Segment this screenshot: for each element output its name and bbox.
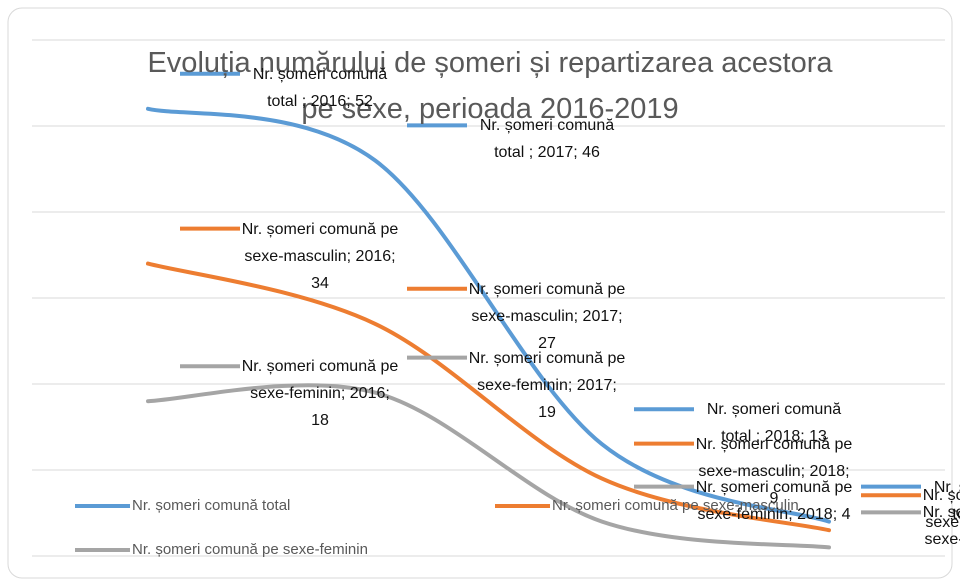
- chart-title: Evoluția numărului de șomeri și repartiz…: [147, 47, 833, 125]
- legend-label: Nr. șomeri comună pe sexe-masculin: [552, 497, 799, 514]
- data-label: Nr. șomeri comună total ; 2017; 46: [479, 117, 615, 162]
- legend-key: [75, 547, 130, 552]
- legend-item: Nr. șomeri comună pe sexe-feminin: [75, 541, 368, 558]
- data-label: Nr. șomeri comună pe sexe-masculin; 2018…: [695, 435, 853, 507]
- legend-item: Nr. șomeri comună total: [75, 497, 290, 514]
- data-label: Nr. șomeri comună pe sexe-feminin; 2018;…: [695, 478, 853, 523]
- data-label: Nr. șomeri comună pe sexe-feminin; 2016;…: [241, 358, 399, 430]
- legend-key: [495, 503, 550, 508]
- legend-label: Nr. șomeri comună pe sexe-feminin: [132, 541, 368, 558]
- data-label: Nr. șomeri comună pe sexe-masculin; 2017…: [468, 280, 626, 352]
- chart-border: [7, 7, 953, 579]
- series-line: [146, 261, 831, 533]
- series-line: [146, 383, 831, 550]
- data-label: Nr. șomeri comună total ; 2019; 4: [933, 478, 960, 523]
- legend-item: Nr. șomeri comună pe sexe-masculin: [495, 497, 799, 514]
- data-label: Nr. șomeri comună total ; 2016; 52: [252, 65, 388, 110]
- legend-key: [75, 503, 130, 508]
- data-label: Nr. șomeri comună pe sexe-feminin; 2017;…: [468, 349, 626, 421]
- data-label: Nr. șomeri comună pe sexe-masculin; 2019…: [922, 487, 960, 532]
- data-label: Nr. șomeri comună pe sexe-masculin; 2016…: [241, 220, 399, 292]
- legend-label: Nr. șomeri comună total: [132, 497, 291, 514]
- series-line: [146, 106, 831, 524]
- data-label: Nr. șomeri comună pe sexe-feminin; 2019;…: [922, 504, 960, 549]
- data-label: Nr. șomeri comună total ; 2018; 13: [706, 401, 842, 446]
